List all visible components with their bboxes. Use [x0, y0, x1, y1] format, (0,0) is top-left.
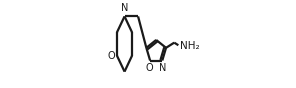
Text: NH₂: NH₂	[180, 41, 199, 51]
Text: O: O	[146, 63, 153, 73]
Text: N: N	[121, 3, 128, 13]
Text: O: O	[107, 51, 115, 61]
Text: N: N	[159, 63, 166, 73]
